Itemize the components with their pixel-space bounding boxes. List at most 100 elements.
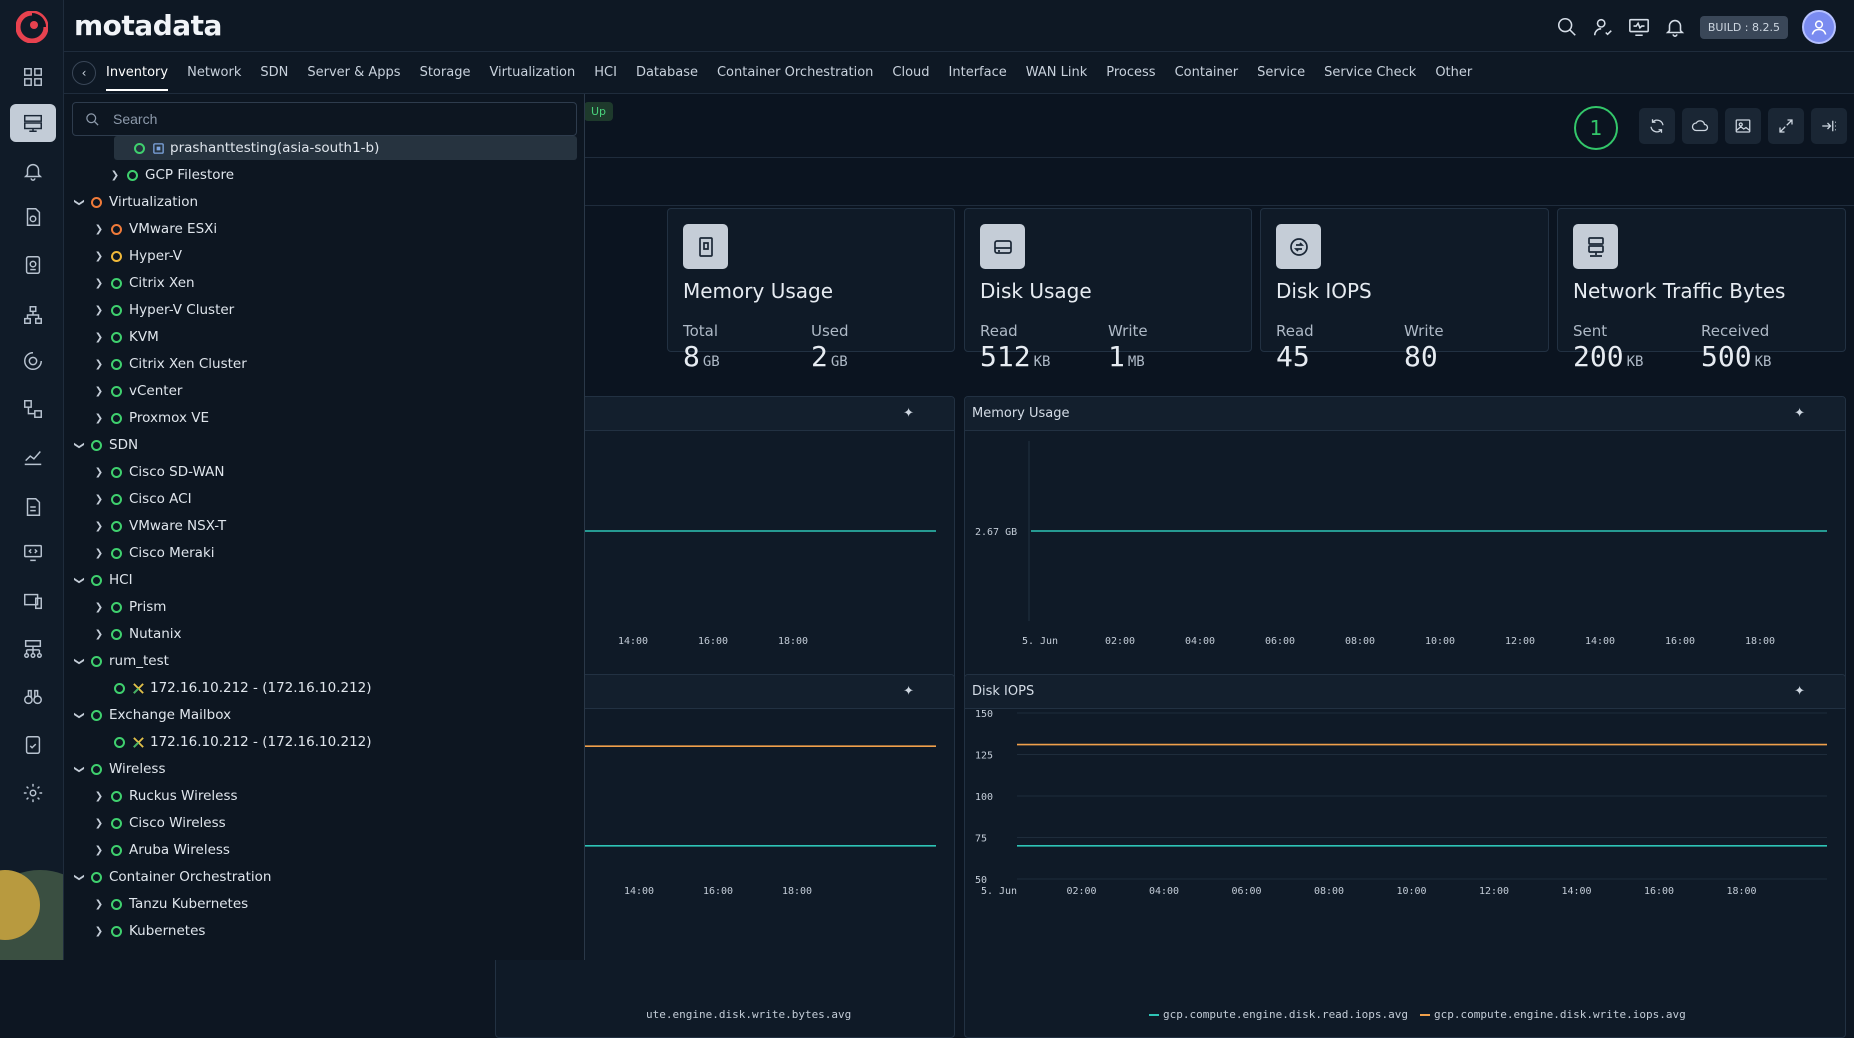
tree-item[interactable]: ❯Container Orchestration [72,865,271,889]
tab-container[interactable]: Container [1175,55,1239,91]
tab-database[interactable]: Database [636,55,698,91]
tree-item[interactable]: ❯SDN [72,433,138,457]
refresh-button[interactable] [1639,108,1675,144]
chevron-down-icon[interactable]: ❯ [74,654,85,668]
tree-item[interactable]: ❯Nutanix [92,622,182,646]
chevron-down-icon[interactable]: ❯ [74,438,85,452]
tab-wan-link[interactable]: WAN Link [1026,55,1088,91]
checklist-icon[interactable] [10,726,56,764]
tree-item[interactable]: ❯GCP Filestore [108,163,234,187]
flow-icon[interactable] [10,390,56,428]
document-icon[interactable] [10,488,56,526]
chevron-right-icon[interactable]: ❯ [92,251,106,262]
image-button[interactable] [1725,108,1761,144]
chevron-down-icon[interactable]: ❯ [74,195,85,209]
search-input[interactable] [113,103,563,135]
tree-item[interactable]: ❯Ruckus Wireless [92,784,238,808]
tree-item[interactable]: ❯Citrix Xen Cluster [92,352,247,376]
chevron-right-icon[interactable]: ❯ [92,548,106,559]
tree-item[interactable]: ❯Proxmox VE [92,406,209,430]
alert-count-ring[interactable]: 1 [1574,106,1618,150]
chevron-right-icon[interactable]: ❯ [92,629,106,640]
settings-gear-icon[interactable] [10,774,56,812]
chevron-right-icon[interactable]: ❯ [92,494,106,505]
chevron-right-icon[interactable]: ❯ [92,926,106,937]
sparkle-icon[interactable]: ✦ [1794,406,1805,421]
sidebar-toggle-button[interactable] [1811,108,1847,144]
tab-service-check[interactable]: Service Check [1324,55,1416,91]
chevron-down-icon[interactable]: ❯ [74,708,85,722]
chevron-down-icon[interactable]: ❯ [74,870,85,884]
inventory-server-icon[interactable] [10,104,56,142]
tree-item[interactable]: 172.16.10.212 - (172.16.10.212) [114,730,372,754]
collapse-tree-button[interactable]: ‹ [72,61,96,85]
tree-item[interactable]: ❯Citrix Xen [92,271,195,295]
chevron-right-icon[interactable]: ❯ [92,521,106,532]
tab-hci[interactable]: HCI [594,55,617,91]
chevron-right-icon[interactable]: ❯ [108,170,122,181]
tab-process[interactable]: Process [1106,55,1155,91]
tree-item[interactable]: ❯Kubernetes [92,919,205,943]
tab-server-apps[interactable]: Server & Apps [307,55,400,91]
search-icon[interactable] [1556,16,1578,38]
network-map-icon[interactable] [10,630,56,668]
tree-item[interactable]: ❯Cisco Meraki [92,541,215,565]
tab-storage[interactable]: Storage [420,55,471,91]
chevron-down-icon[interactable]: ❯ [74,573,85,587]
devices-icon[interactable] [10,582,56,620]
dashboard-grid-icon[interactable] [10,58,56,96]
chevron-right-icon[interactable]: ❯ [92,305,106,316]
tree-item[interactable]: ❯Cisco Wireless [92,811,226,835]
reports-icon[interactable] [10,246,56,284]
monitor-code-icon[interactable] [10,534,56,572]
user-avatar[interactable] [1802,10,1836,44]
tree-item[interactable]: 172.16.10.212 - (172.16.10.212) [114,676,372,700]
chevron-right-icon[interactable]: ❯ [92,386,106,397]
chevron-right-icon[interactable]: ❯ [92,602,106,613]
tab-cloud[interactable]: Cloud [892,55,929,91]
tree-item[interactable]: ❯Wireless [72,757,166,781]
tree-item[interactable]: ❯Exchange Mailbox [72,703,231,727]
tree-item[interactable]: ❯Hyper-V [92,244,182,268]
cloud-button[interactable] [1682,108,1718,144]
tree-item[interactable]: ❯HCI [72,568,133,592]
log-search-icon[interactable] [10,198,56,236]
tree-item[interactable]: ❯VMware ESXi [92,217,217,241]
sparkle-icon[interactable]: ✦ [1794,684,1805,699]
chart-legend[interactable]: ute.engine.disk.write.bytes.avg [646,1008,851,1021]
tree-item[interactable]: prashanttesting(asia-south1-b) [114,136,577,160]
alerts-bell-icon[interactable] [10,152,56,190]
sparkle-icon[interactable]: ✦ [903,684,914,699]
tree-item[interactable]: ❯Aruba Wireless [92,838,230,862]
chevron-right-icon[interactable]: ❯ [92,818,106,829]
chevron-right-icon[interactable]: ❯ [92,899,106,910]
binoculars-icon[interactable] [10,678,56,716]
tab-interface[interactable]: Interface [949,55,1007,91]
tab-network[interactable]: Network [187,55,241,91]
tree-item[interactable]: ❯vCenter [92,379,182,403]
tree-item[interactable]: ❯VMware NSX-T [92,514,226,538]
tab-sdn[interactable]: SDN [260,55,288,91]
chevron-right-icon[interactable]: ❯ [92,791,106,802]
chevron-right-icon[interactable]: ❯ [92,359,106,370]
tab-other[interactable]: Other [1435,55,1472,91]
tree-item[interactable]: ❯KVM [92,325,159,349]
notification-bell-icon[interactable] [1664,16,1686,38]
chevron-right-icon[interactable]: ❯ [92,845,106,856]
monitor-activity-icon[interactable] [1628,16,1650,38]
tab-service[interactable]: Service [1257,55,1305,91]
tree-item[interactable]: ❯Prism [92,595,166,619]
chevron-right-icon[interactable]: ❯ [92,467,106,478]
tab-virtualization[interactable]: Virtualization [489,55,575,91]
tree-item[interactable]: ❯Virtualization [72,190,198,214]
tree-item[interactable]: ❯Cisco ACI [92,487,192,511]
tab-inventory[interactable]: Inventory [106,55,168,91]
tree-item[interactable]: ❯Hyper-V Cluster [92,298,234,322]
chevron-right-icon[interactable]: ❯ [92,413,106,424]
fullscreen-button[interactable] [1768,108,1804,144]
sparkle-icon[interactable]: ✦ [903,406,914,421]
automation-icon[interactable] [10,342,56,380]
tab-container-orchestration[interactable]: Container Orchestration [717,55,873,91]
chevron-right-icon[interactable]: ❯ [92,332,106,343]
user-check-icon[interactable] [1592,16,1614,38]
